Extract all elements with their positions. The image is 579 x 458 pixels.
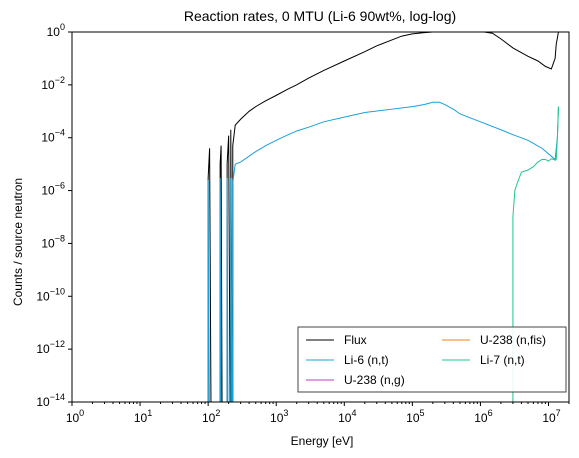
series-line-flux <box>207 32 559 402</box>
y-tick-label: 10−8 <box>41 233 65 250</box>
y-tick-label: 10−12 <box>36 339 65 356</box>
y-tick-label: 10−4 <box>41 128 65 145</box>
legend-label-li-6-n-t: Li-6 (n,t) <box>344 353 389 367</box>
series-line-li-7-n-t <box>512 106 559 402</box>
x-axis-label: Energy [eV] <box>291 434 354 448</box>
x-tick-label: 105 <box>406 408 424 425</box>
legend-label-u-238-n-fis: U-238 (n,fis) <box>480 333 546 347</box>
x-tick-label: 103 <box>270 408 288 425</box>
x-tick-label: 107 <box>542 408 560 425</box>
series-line-li-6-n-t <box>207 101 559 402</box>
chart-title: Reaction rates, 0 MTU (Li-6 90wt%, log-l… <box>184 8 456 24</box>
y-tick-label: 10−14 <box>36 392 65 409</box>
x-tick-label: 104 <box>338 408 356 425</box>
x-axis-ticks: 100 101 102 103 104 105 106 107 <box>66 402 570 425</box>
legend-box <box>297 326 567 393</box>
legend-label-li-7-n-t: Li-7 (n,t) <box>480 353 525 367</box>
y-tick-label: 10−2 <box>41 75 65 92</box>
legend: Flux Li-6 (n,t) U-238 (n,g) U-238 (n,fis) Li… <box>297 326 567 393</box>
y-tick-label: 10−10 <box>36 286 65 303</box>
x-tick-label: 101 <box>134 408 152 425</box>
x-tick-label: 106 <box>474 408 492 425</box>
series-layer <box>207 32 559 402</box>
plot-frame <box>71 31 570 403</box>
x-tick-label: 102 <box>202 408 220 425</box>
legend-label-flux: Flux <box>344 333 367 347</box>
y-tick-label: 100 <box>47 22 65 39</box>
legend-label-u-238-n-g: U-238 (n,g) <box>344 373 405 387</box>
y-axis-label: Counts / source neutron <box>11 178 25 306</box>
y-tick-label: 10−6 <box>41 181 65 198</box>
x-tick-label: 100 <box>66 408 84 425</box>
y-axis-ticks: 10−14 10−12 10−10 10−8 10−6 10−4 10−2 100 <box>36 22 72 409</box>
